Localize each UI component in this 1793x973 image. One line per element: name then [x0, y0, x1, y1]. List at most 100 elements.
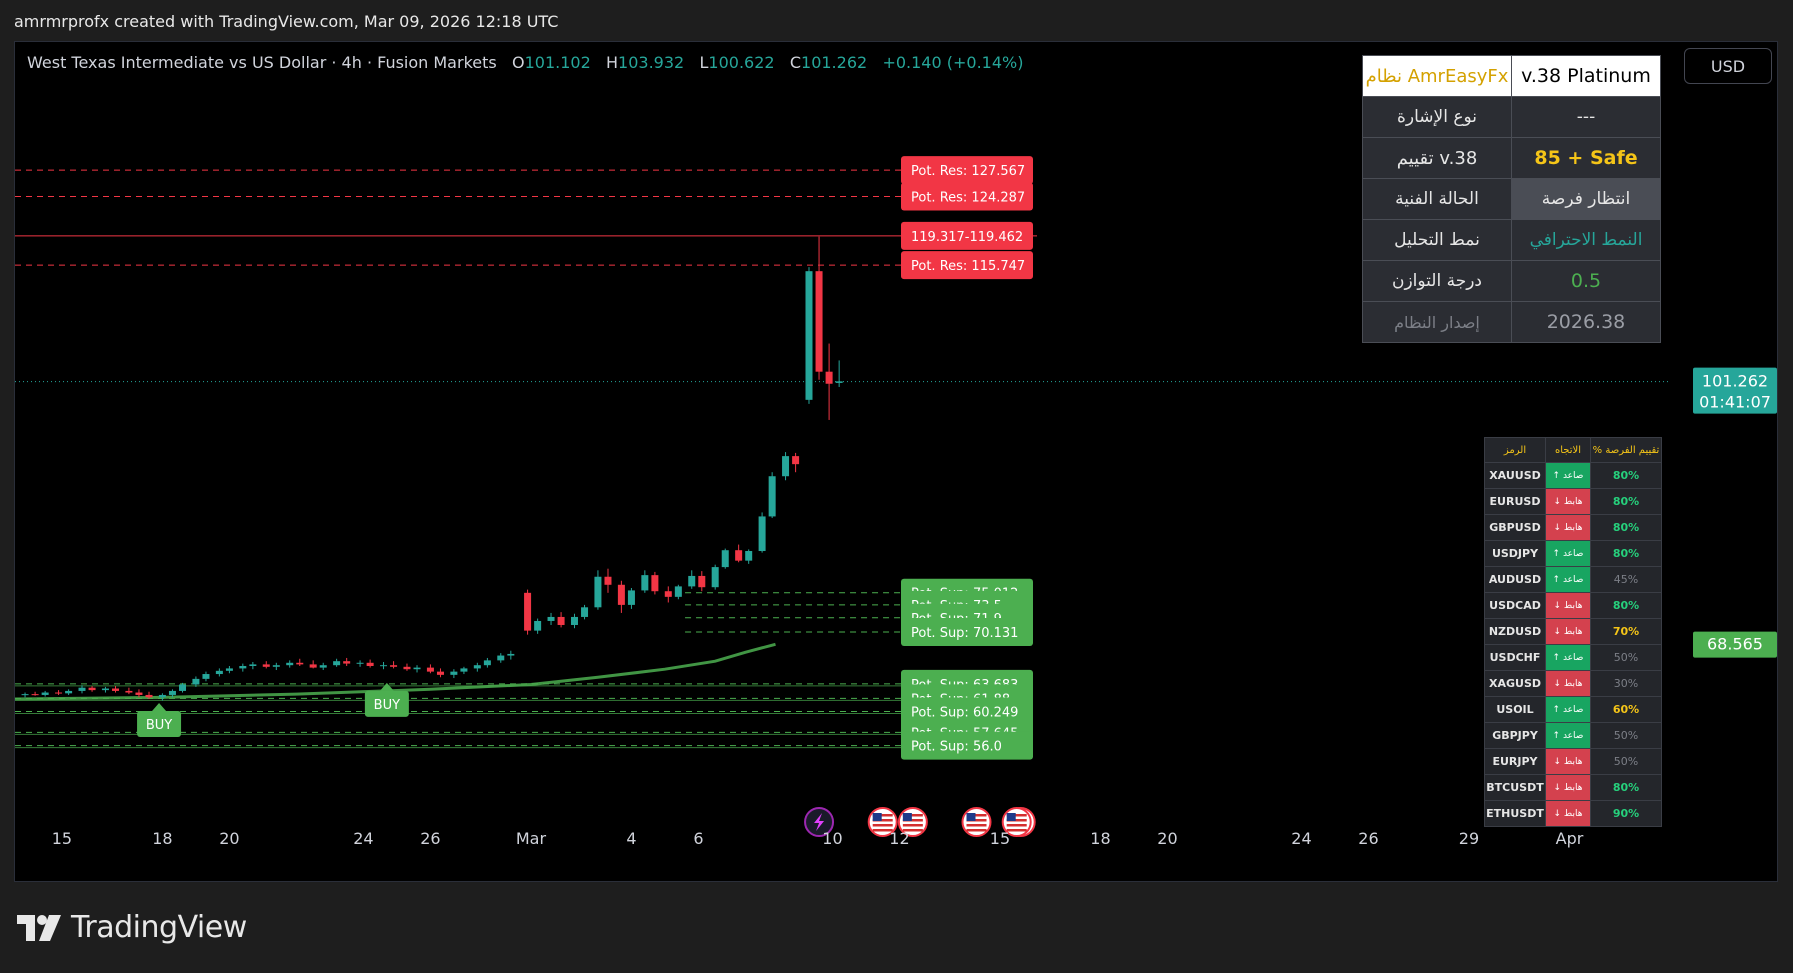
- candle-body: [557, 616, 565, 625]
- watchlist-score: 30%: [1590, 670, 1662, 697]
- candle-body: [309, 664, 317, 668]
- candle-body: [286, 662, 294, 666]
- time-tick-label: 12: [889, 829, 909, 848]
- candle-body: [333, 661, 341, 666]
- watchlist-symbol: XAUUSD: [1484, 462, 1546, 489]
- symbol-title: West Texas Intermediate vs US Dollar · 4…: [27, 53, 497, 72]
- flag-stripe: [872, 814, 893, 817]
- candle-body: [239, 666, 247, 669]
- candle-body: [483, 660, 491, 666]
- watchlist-row[interactable]: AUDUSD ↑ صاعد 45%: [1484, 566, 1662, 593]
- time-tick-label: 4: [626, 829, 636, 848]
- ma-price-marker: 68.565: [1707, 635, 1763, 654]
- watchlist-score: 80%: [1590, 488, 1662, 515]
- moving-average-line: [15, 642, 776, 701]
- buy-signal-box: [364, 690, 409, 717]
- candle-body: [125, 690, 133, 693]
- watchlist-symbol: XAGUSD: [1484, 670, 1546, 697]
- candle-body: [296, 662, 304, 665]
- open-value: 101.102: [524, 53, 591, 72]
- signal-table: نظام AmrEasyFx v.38 Platinum نوع الإشارة…: [1362, 55, 1661, 343]
- tech-status-value: انتظار فرصة: [1511, 178, 1661, 220]
- signal-row: نوع الإشارة ---: [1362, 96, 1661, 138]
- watchlist-row[interactable]: EURUSD ↓ هابط 80%: [1484, 488, 1662, 515]
- watchlist-row[interactable]: EURJPY ↓ هابط 50%: [1484, 748, 1662, 775]
- buy-signal-arrow: [152, 702, 167, 711]
- analysis-mode-value: النمط الاحترافي: [1511, 219, 1661, 261]
- watchlist-row[interactable]: USOIL ↑ صاعد 60%: [1484, 696, 1662, 723]
- watchlist-trend: ↑ صاعد: [1545, 566, 1591, 593]
- watchlist-row[interactable]: NZDUSD ↓ هابط 70%: [1484, 618, 1662, 645]
- candle-body: [688, 575, 696, 587]
- candle-body: [21, 694, 29, 696]
- watchlist-row[interactable]: XAGUSD ↓ هابط 30%: [1484, 670, 1662, 697]
- watchlist-header: الرمز الاتجاه % تقييم الفرصة: [1484, 437, 1662, 463]
- resistance-label-box: [901, 251, 1033, 280]
- low-label: L: [699, 53, 709, 72]
- watchlist-symbol: ETHUSDT: [1484, 800, 1546, 827]
- resistance-label: Pot. Res: 124.287: [911, 190, 1025, 205]
- watchlist-row[interactable]: XAUUSD ↑ صاعد 80%: [1484, 462, 1662, 489]
- candle-body: [202, 674, 210, 679]
- buy-signal-arrow: [379, 682, 394, 691]
- price-chart[interactable]: 119.317-119.462 Pot. Res: 127.567 Pot. Res…: [15, 42, 1777, 881]
- resistance-label-box: [901, 182, 1033, 211]
- candle-body: [497, 655, 505, 661]
- candle-body: [112, 688, 120, 691]
- flag-canton: [966, 813, 976, 821]
- flag-stripe: [902, 814, 923, 817]
- time-tick-label: 10: [822, 829, 842, 848]
- watchlist-score: 50%: [1590, 644, 1662, 671]
- time-tick-label: 15: [990, 829, 1010, 848]
- currency-button[interactable]: USD: [1684, 48, 1772, 84]
- watchlist-symbol: EURUSD: [1484, 488, 1546, 515]
- watchlist-score: 70%: [1590, 618, 1662, 645]
- candle-body: [41, 692, 49, 695]
- candle-body: [792, 456, 800, 465]
- candle-body: [450, 671, 458, 675]
- us-flag-icon: [961, 807, 992, 837]
- flag-stripe: [966, 819, 987, 822]
- candle-body: [745, 551, 753, 561]
- tradingview-logo[interactable]: TradingView: [17, 910, 247, 945]
- flag-stripe: [1006, 819, 1027, 822]
- candle-body: [413, 667, 421, 670]
- flag-stripe: [872, 824, 893, 827]
- watchlist-row[interactable]: GBPJPY ↑ صاعد 50%: [1484, 722, 1662, 749]
- candle-body: [651, 575, 659, 592]
- watchlist-symbol: NZDUSD: [1484, 618, 1546, 645]
- watchlist-trend: ↑ صاعد: [1545, 644, 1591, 671]
- watchlist-row[interactable]: USDCHF ↑ صاعد 50%: [1484, 644, 1662, 671]
- last-price-marker-countdown: 01:41:07: [1699, 393, 1771, 412]
- signal-row: تقييم v.38 85 + Safe: [1362, 137, 1661, 179]
- watchlist-row[interactable]: GBPUSD ↓ هابط 80%: [1484, 514, 1662, 541]
- watchlist-row[interactable]: USDJPY ↑ صاعد 80%: [1484, 540, 1662, 567]
- watchlist-trend: ↓ هابط: [1545, 592, 1591, 619]
- watchlist-symbol: GBPJPY: [1484, 722, 1546, 749]
- candle-body: [460, 668, 468, 672]
- flag-stripe: [1006, 824, 1027, 827]
- support-label: Pot. Sup: 70.131: [911, 626, 1018, 641]
- resistance-zone-label: 119.317-119.462: [911, 230, 1023, 245]
- tech-status-label: الحالة الفنية: [1362, 178, 1512, 220]
- time-tick-label: 29: [1459, 829, 1479, 848]
- flag-stripe: [966, 814, 987, 817]
- watchlist-row[interactable]: USDCAD ↓ هابط 80%: [1484, 592, 1662, 619]
- tradingview-brand: TradingView: [71, 910, 247, 945]
- watchlist-row[interactable]: BTCUSDT ↓ هابط 80%: [1484, 774, 1662, 801]
- chart-credit: amrmrprofx created with TradingView.com,…: [14, 12, 559, 31]
- flag-stripe: [872, 829, 893, 832]
- rating-value: 85 + Safe: [1511, 137, 1661, 179]
- candle-body: [524, 592, 532, 631]
- signal-row: إصدار النظام 2026.38: [1362, 301, 1661, 343]
- candle-body: [617, 584, 625, 605]
- watchlist-symbol: EURJPY: [1484, 748, 1546, 775]
- watchlist-trend: ↑ صاعد: [1545, 462, 1591, 489]
- watchlist-trend: ↑ صاعد: [1545, 696, 1591, 723]
- candle-body: [758, 516, 766, 552]
- system-version-value: 2026.38: [1511, 301, 1661, 343]
- watchlist-score: 80%: [1590, 592, 1662, 619]
- watchlist-trend: ↑ صاعد: [1545, 540, 1591, 567]
- candle-body: [674, 586, 682, 597]
- watchlist-row[interactable]: ETHUSDT ↓ هابط 90%: [1484, 800, 1662, 827]
